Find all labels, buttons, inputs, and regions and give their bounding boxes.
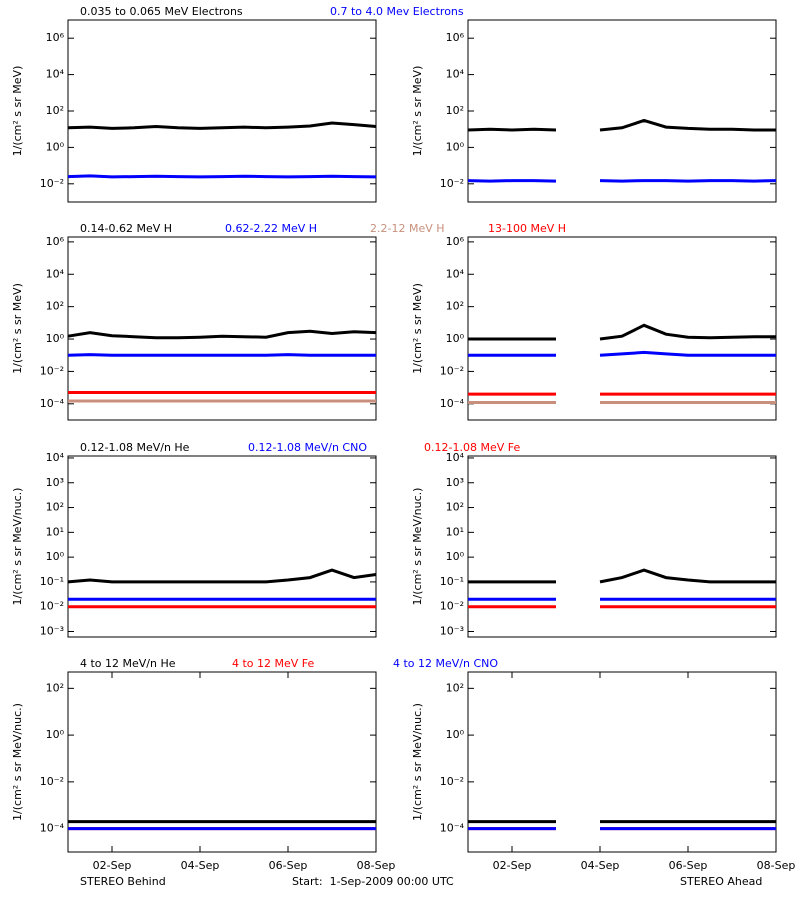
y-axis-label: 1/(cm² s sr MeV/nuc.) (411, 703, 424, 821)
y-tick-label: 10⁴ (446, 451, 465, 464)
footer-right: STEREO Ahead (680, 875, 762, 888)
y-tick-label: 10⁻² (40, 600, 64, 613)
y-axis-label: 1/(cm² s sr MeV/nuc.) (11, 488, 24, 606)
legend-entry: 4 to 12 MeV/n CNO (393, 657, 498, 670)
y-tick-label: 10⁻³ (440, 625, 464, 638)
x-tick-label: 06-Sep (269, 859, 308, 872)
y-tick-label: 10⁴ (46, 68, 65, 81)
y-tick-label: 10³ (446, 476, 464, 489)
plot-frame (467, 455, 777, 638)
y-tick-label: 10² (446, 501, 464, 514)
legend-entry: 0.14-0.62 MeV H (80, 222, 172, 235)
legend-entry: 13-100 MeV H (488, 222, 566, 235)
plot-frame (467, 19, 777, 203)
x-tick-label: 08-Sep (757, 859, 796, 872)
legend-entry: 0.62-2.22 MeV H (225, 222, 317, 235)
data-series (67, 353, 376, 357)
y-axis-label: 1/(cm² s sr MeV/nuc.) (11, 703, 24, 821)
y-tick-label: 10⁰ (46, 140, 65, 153)
y-tick-label: 10² (446, 300, 464, 313)
y-tick-label: 10⁶ (46, 31, 65, 44)
legend-entry: 0.12-1.08 MeV/n He (80, 441, 190, 454)
y-tick-label: 10⁰ (46, 332, 65, 345)
y-tick-label: 10² (46, 104, 64, 117)
y-tick-label: 10⁻⁴ (440, 822, 465, 835)
legend-entry: 4 to 12 MeV Fe (232, 657, 315, 670)
y-tick-label: 10⁶ (446, 31, 465, 44)
data-series (468, 323, 776, 341)
y-tick-label: 10² (446, 681, 464, 694)
y-tick-label: 10⁰ (46, 728, 65, 741)
y-tick-label: 10⁻³ (40, 625, 64, 638)
y-tick-label: 10⁰ (46, 550, 65, 563)
y-tick-label: 10⁶ (46, 235, 65, 248)
legend-entry: 0.7 to 4.0 Mev Electrons (330, 5, 464, 18)
x-tick-label: 02-Sep (93, 859, 132, 872)
data-series (468, 350, 776, 357)
y-tick-label: 10⁴ (46, 267, 65, 280)
data-series (468, 568, 776, 584)
y-tick-label: 10² (46, 300, 64, 313)
x-tick-label: 04-Sep (181, 859, 220, 872)
footer-left: STEREO Behind (80, 875, 166, 888)
y-tick-label: 10⁴ (446, 68, 465, 81)
y-axis-label: 1/(cm² s sr MeV) (411, 66, 424, 157)
x-tick-label: 08-Sep (357, 859, 396, 872)
y-tick-label: 10⁴ (446, 267, 465, 280)
plot-frame (67, 671, 377, 853)
y-axis-label: 1/(cm² s sr MeV/nuc.) (411, 488, 424, 606)
y-tick-label: 10⁻² (440, 364, 464, 377)
y-tick-label: 10⁰ (446, 550, 465, 563)
y-tick-label: 10⁻⁴ (40, 822, 65, 835)
y-tick-label: 10⁻² (40, 775, 64, 788)
legend-entry: 2.2-12 MeV H (370, 222, 445, 235)
y-tick-label: 10⁻² (440, 177, 464, 190)
data-series (67, 329, 377, 340)
y-tick-label: 10⁰ (446, 728, 465, 741)
y-axis-label: 1/(cm² s sr MeV) (411, 283, 424, 374)
y-tick-label: 10¹ (46, 525, 64, 538)
legend-entry: 4 to 12 MeV/n He (80, 657, 176, 670)
y-tick-label: 10⁻¹ (440, 575, 464, 588)
y-tick-label: 10⁰ (446, 332, 465, 345)
x-tick-label: 04-Sep (581, 859, 620, 872)
legend-entry: 0.12-1.08 MeV Fe (424, 441, 520, 454)
y-axis-label: 1/(cm² s sr MeV) (11, 66, 24, 157)
y-tick-label: 10² (46, 501, 64, 514)
y-tick-label: 10² (46, 681, 64, 694)
legend-entry: 0.035 to 0.065 MeV Electrons (80, 5, 243, 18)
y-tick-label: 10⁻⁴ (440, 397, 465, 410)
y-tick-label: 10⁻² (440, 775, 464, 788)
y-tick-label: 10³ (46, 476, 64, 489)
y-tick-label: 10⁰ (446, 140, 465, 153)
plot-frame (67, 455, 377, 638)
footer-center: Start: 1-Sep-2009 00:00 UTC (292, 875, 454, 888)
data-series (467, 118, 776, 132)
y-tick-label: 10⁻² (440, 600, 464, 613)
data-series (467, 179, 777, 183)
y-tick-label: 10⁻² (40, 177, 64, 190)
y-tick-label: 10⁻² (40, 364, 64, 377)
legend-entry: 0.12-1.08 MeV/n CNO (248, 441, 367, 454)
x-tick-label: 06-Sep (669, 859, 708, 872)
y-axis-label: 1/(cm² s sr MeV) (11, 283, 24, 374)
y-tick-label: 10⁴ (46, 451, 65, 464)
plot-frame (467, 671, 777, 853)
y-tick-label: 10⁻¹ (40, 575, 64, 588)
plot-frame (67, 236, 377, 421)
y-tick-label: 10⁻⁴ (40, 397, 65, 410)
y-tick-label: 10¹ (446, 525, 464, 538)
plot-frame (467, 236, 777, 421)
data-series (67, 174, 377, 179)
x-tick-label: 02-Sep (493, 859, 532, 872)
data-series (67, 568, 377, 584)
y-tick-label: 10² (446, 104, 464, 117)
data-series (67, 121, 377, 130)
y-tick-label: 10⁶ (446, 235, 465, 248)
plot-frame (67, 19, 377, 203)
